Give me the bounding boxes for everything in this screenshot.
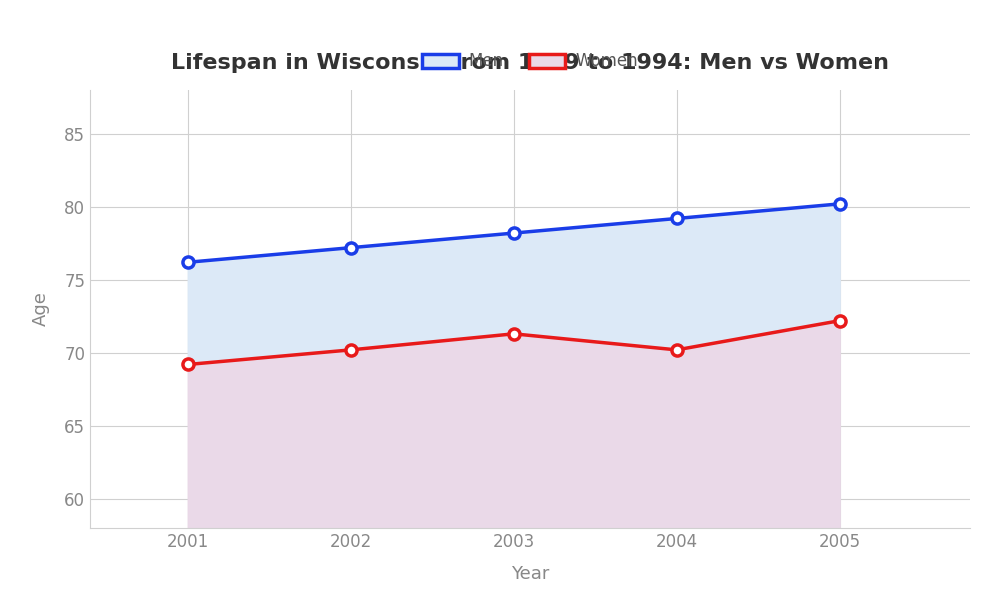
Title: Lifespan in Wisconsin from 1959 to 1994: Men vs Women: Lifespan in Wisconsin from 1959 to 1994:… (171, 53, 889, 73)
Y-axis label: Age: Age (32, 292, 50, 326)
X-axis label: Year: Year (511, 565, 549, 583)
Legend: Men, Women: Men, Women (415, 46, 645, 77)
